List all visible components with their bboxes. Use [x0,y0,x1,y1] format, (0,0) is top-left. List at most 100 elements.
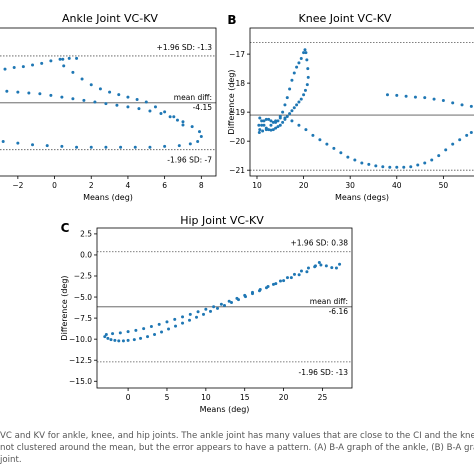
data-point [121,339,125,343]
data-point [139,336,143,340]
data-point [278,115,282,119]
data-point [317,261,321,265]
x-tick-label: 6 [162,181,167,190]
chart-title: Ankle Joint VC-KV [62,12,158,25]
data-point [188,312,192,316]
reference-value: -4.15 [193,103,213,112]
data-point [119,145,123,149]
data-point [292,106,296,110]
data-point [423,96,427,100]
x-axis-label: Means (deg) [83,193,133,202]
reference-value: -6.16 [329,307,349,316]
data-point [104,145,108,149]
y-axis-label: Difference (deg) [227,69,236,134]
data-point [324,264,328,268]
data-point [45,144,49,148]
data-point [157,322,161,326]
data-point [469,130,473,134]
data-point [299,97,303,101]
data-point [297,123,301,127]
data-point [276,119,280,123]
data-point [302,51,306,55]
data-point [303,48,307,52]
data-point [264,128,268,132]
data-point [334,266,338,270]
caption-line: not clustered around the mean, but the e… [0,443,474,453]
data-point [430,158,434,162]
data-point [31,143,35,147]
data-point [160,330,164,334]
data-point [444,148,448,152]
data-point [190,125,194,129]
data-point [267,117,271,121]
data-point [299,56,303,60]
data-point [437,154,441,158]
data-point [260,123,264,127]
data-point [297,61,301,65]
data-point [181,120,185,124]
data-point [469,104,473,108]
data-point [305,83,309,87]
data-point [93,100,97,104]
data-point [262,123,266,127]
y-tick-label: −10.0 [69,335,92,344]
data-point [325,142,329,146]
caption-line: joint. [0,455,22,465]
data-point [285,96,289,100]
data-point [285,115,289,119]
y-tick-label: −21 [229,166,245,175]
data-point [117,93,121,97]
data-point [115,103,119,107]
data-point [62,64,66,68]
data-point [346,155,350,159]
data-point [261,129,265,133]
data-point [61,57,65,61]
data-point [113,338,117,342]
data-point [274,119,278,123]
data-point [269,119,273,123]
data-point [290,109,294,113]
data-point [177,144,181,148]
data-point [67,56,71,60]
data-point [142,327,146,331]
data-point [71,70,75,74]
data-point [283,103,287,107]
data-point [278,279,282,283]
data-point [306,75,310,79]
data-point [409,165,413,169]
reference-label: -1.96 SD: -13 [299,368,349,377]
data-point [49,93,53,97]
data-point [31,63,35,67]
data-point [89,145,93,149]
data-point [144,100,148,104]
data-point [174,324,178,328]
data-point [168,115,172,119]
data-point [109,338,113,342]
data-point [395,165,399,169]
x-tick-label: 15 [240,393,250,402]
data-point [295,65,299,69]
data-point [148,145,152,149]
data-point [257,123,261,127]
data-point [262,119,266,123]
data-point [188,142,192,146]
data-point [258,116,262,120]
data-point [199,135,203,139]
y-tick-label: −18 [229,79,245,88]
data-point [167,327,171,331]
data-point [304,51,308,55]
data-point [159,112,163,116]
data-point [163,110,167,114]
plot-frame [96,227,353,389]
reference-label: +1.96 SD: -1.3 [157,43,213,52]
data-point [283,116,287,120]
data-point [374,164,378,168]
data-point [416,163,420,167]
data-point [271,120,275,124]
data-point [111,332,115,336]
data-point [49,59,53,63]
data-point [60,144,64,148]
panel-label: C [61,221,70,235]
data-point [395,93,399,97]
